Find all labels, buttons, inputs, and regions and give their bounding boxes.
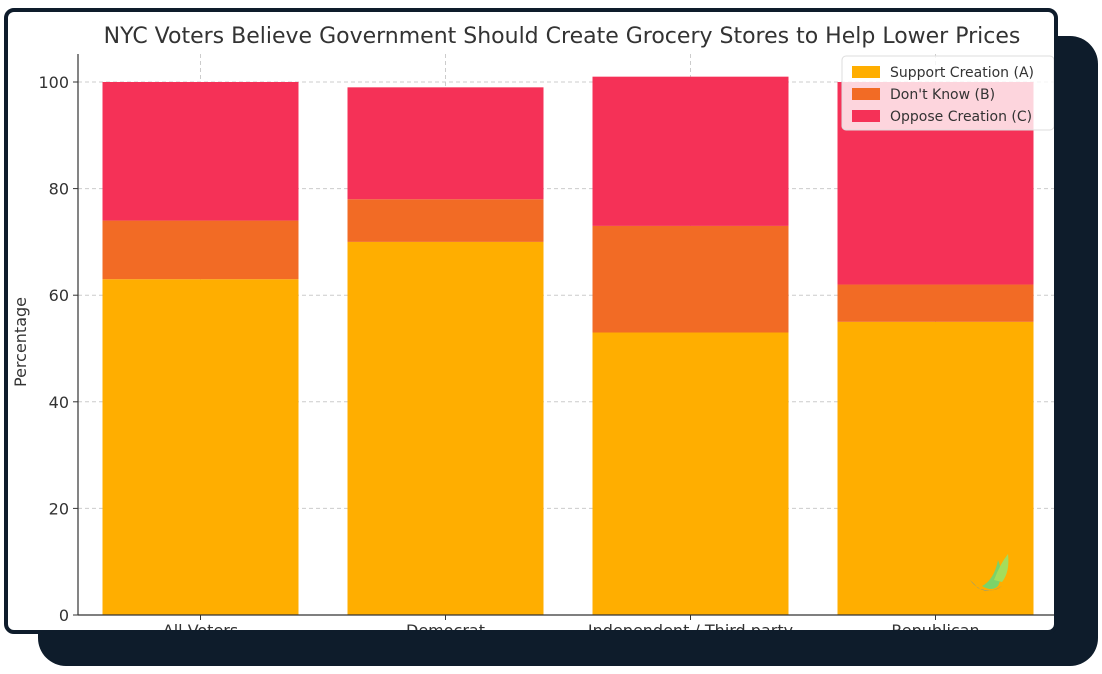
legend-swatch	[852, 88, 880, 100]
y-tick-label: 80	[49, 180, 69, 199]
y-axis-label: Percentage	[11, 297, 30, 387]
bar-segment	[102, 82, 299, 221]
y-tick-label: 20	[49, 499, 69, 518]
legend-swatch	[852, 110, 880, 122]
brand-logo-icon	[970, 554, 1009, 591]
bar-segment	[837, 284, 1034, 322]
bar-segment	[347, 199, 544, 242]
bar-segment	[347, 241, 544, 615]
stacked-bar-chart: 0 20 40 60 80 100 All Voters Democrat Independen…	[11, 24, 1054, 634]
legend-box	[841, 55, 1054, 131]
axis-layer: 0 20 40 60 80 100 All Voters Democrat Independen…	[38, 54, 1054, 634]
y-tick-label: 100	[38, 73, 69, 92]
legend-swatch	[852, 66, 880, 78]
x-tick-label: Democrat	[406, 621, 485, 634]
bars-layer	[102, 76, 1034, 615]
y-tick-label: 0	[59, 606, 69, 625]
x-tick-label: Republican	[891, 621, 979, 634]
chart-card: 0 20 40 60 80 100 All Voters Democrat Independen…	[4, 8, 1058, 634]
bar-segment	[592, 76, 789, 226]
bar-segment	[102, 220, 299, 280]
x-tick-label: All Voters	[163, 621, 238, 634]
bar-segment	[592, 225, 789, 333]
legend-label: Don't Know (B)	[890, 87, 995, 103]
chart-title: NYC Voters Believe Government Should Cre…	[104, 24, 1021, 49]
brand-logo	[964, 550, 1012, 602]
legend-label: Oppose Creation (C)	[890, 109, 1032, 125]
y-tick-label: 60	[49, 286, 69, 305]
y-tick-label: 40	[49, 393, 69, 412]
legend-label: Support Creation (A)	[890, 65, 1034, 81]
bar-segment	[102, 279, 299, 615]
bar-segment	[592, 332, 789, 615]
legend: Support Creation (A) Don't Know (B) Oppose…	[841, 55, 1054, 131]
x-tick-label: Independent / Third party	[588, 621, 793, 634]
bar-segment	[347, 87, 544, 200]
